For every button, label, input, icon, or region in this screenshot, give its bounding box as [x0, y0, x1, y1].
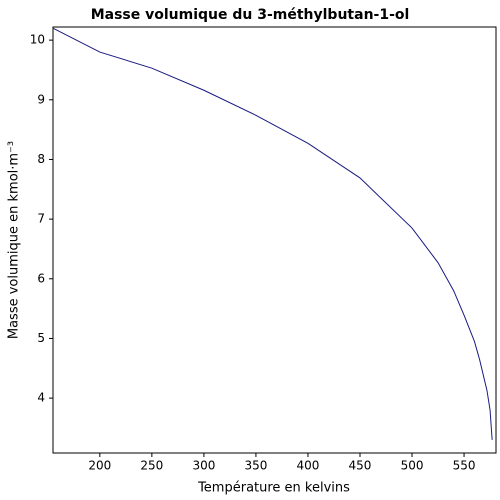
x-tick-label: 250: [140, 459, 163, 473]
y-tick-label: 5: [37, 331, 45, 345]
y-tick-label: 7: [37, 212, 45, 226]
data-line: [52, 27, 493, 440]
y-tick-label: 9: [37, 92, 45, 106]
x-tick-label: 300: [192, 459, 215, 473]
y-tick-label: 4: [37, 391, 45, 405]
y-tick-label: 8: [37, 152, 45, 166]
x-tick-label: 450: [349, 459, 372, 473]
chart-title: Masse volumique du 3-méthylbutan-1-ol: [91, 7, 410, 23]
y-tick-label: 6: [37, 271, 45, 285]
plot-area: [52, 26, 497, 454]
x-axis-label: Température en kelvins: [197, 481, 350, 496]
y-axis-label: Masse volumique en kmol·m⁻³: [7, 141, 22, 339]
x-tick-label: 550: [453, 459, 476, 473]
x-tick-label: 400: [297, 459, 320, 473]
x-tick-label: 500: [401, 459, 424, 473]
y-tick-label: 10: [30, 33, 45, 47]
x-tick-label: 200: [88, 459, 111, 473]
x-tick-label: 350: [244, 459, 267, 473]
